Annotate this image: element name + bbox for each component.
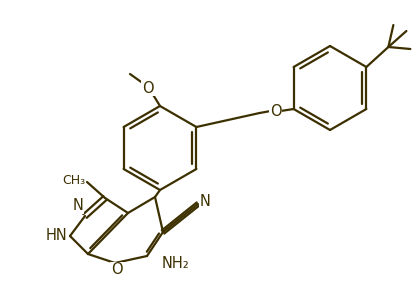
Text: NH₂: NH₂ <box>161 256 189 271</box>
Text: O: O <box>270 103 282 118</box>
Text: HN: HN <box>45 229 67 244</box>
Text: O: O <box>111 263 123 278</box>
Text: CH₃: CH₃ <box>62 174 85 188</box>
Text: N: N <box>200 195 210 210</box>
Text: N: N <box>72 199 84 214</box>
Text: O: O <box>142 80 154 95</box>
